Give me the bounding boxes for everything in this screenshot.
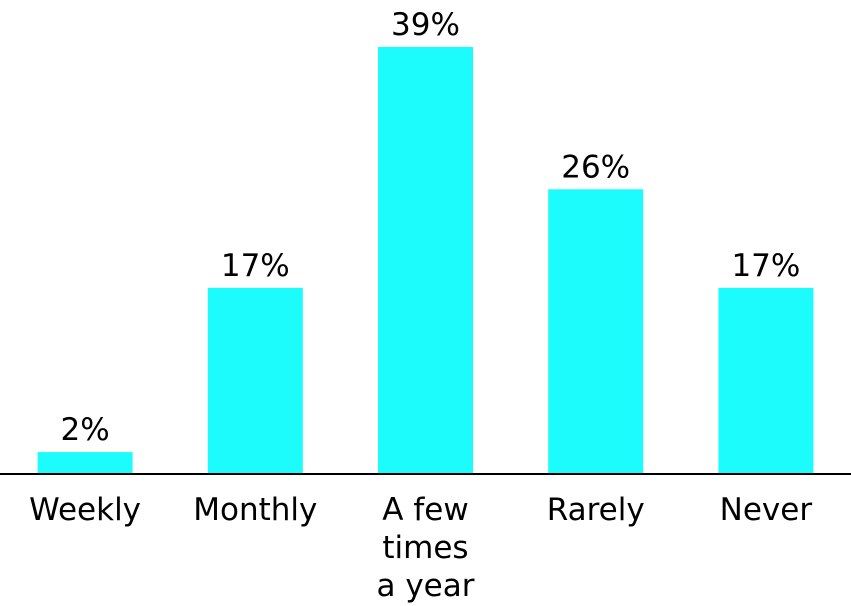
- category-label-1: Monthly: [193, 492, 317, 528]
- category-label-2: A few times a year: [376, 492, 474, 604]
- category-label-line: times: [382, 530, 468, 566]
- category-label-0: Weekly: [29, 492, 141, 528]
- category-label-3: Rarely: [547, 492, 645, 528]
- value-label-1: 17%: [221, 248, 290, 284]
- value-label-0: 2%: [61, 412, 110, 448]
- category-labels-group: Weekly Monthly A few times a year Rarely Never: [29, 492, 812, 604]
- bar-4: [718, 288, 813, 474]
- value-label-2: 39%: [391, 7, 460, 43]
- category-label-line: Monthly: [193, 492, 317, 528]
- bar-2: [378, 47, 473, 474]
- category-label-line: Weekly: [29, 492, 141, 528]
- category-label-4: Never: [720, 492, 813, 528]
- bar-0: [38, 452, 133, 474]
- bar-3: [548, 189, 643, 474]
- value-label-4: 17%: [731, 248, 800, 284]
- category-label-line: A few: [382, 492, 468, 528]
- bar-1: [208, 288, 303, 474]
- bars-group: [38, 47, 814, 474]
- category-label-line: Rarely: [547, 492, 645, 528]
- category-label-line: a year: [376, 568, 474, 604]
- category-label-line: Never: [720, 492, 813, 528]
- value-label-3: 26%: [561, 149, 630, 185]
